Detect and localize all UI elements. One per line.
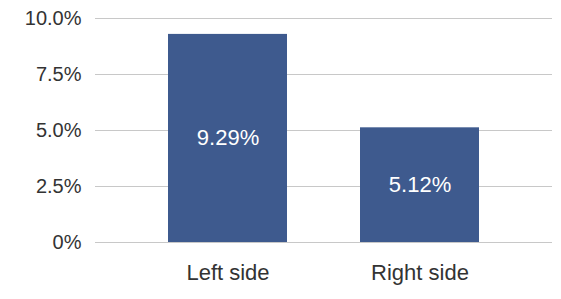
svg-text:0%: 0%	[53, 231, 82, 253]
svg-text:7.5%: 7.5%	[36, 63, 82, 85]
svg-text:Right side: Right side	[371, 260, 469, 285]
svg-text:5.12%: 5.12%	[389, 172, 451, 197]
svg-text:10.0%: 10.0%	[25, 7, 82, 29]
svg-text:9.29%: 9.29%	[197, 125, 259, 150]
svg-text:2.5%: 2.5%	[36, 175, 82, 197]
svg-text:5.0%: 5.0%	[36, 119, 82, 141]
svg-text:Left side: Left side	[186, 260, 269, 285]
